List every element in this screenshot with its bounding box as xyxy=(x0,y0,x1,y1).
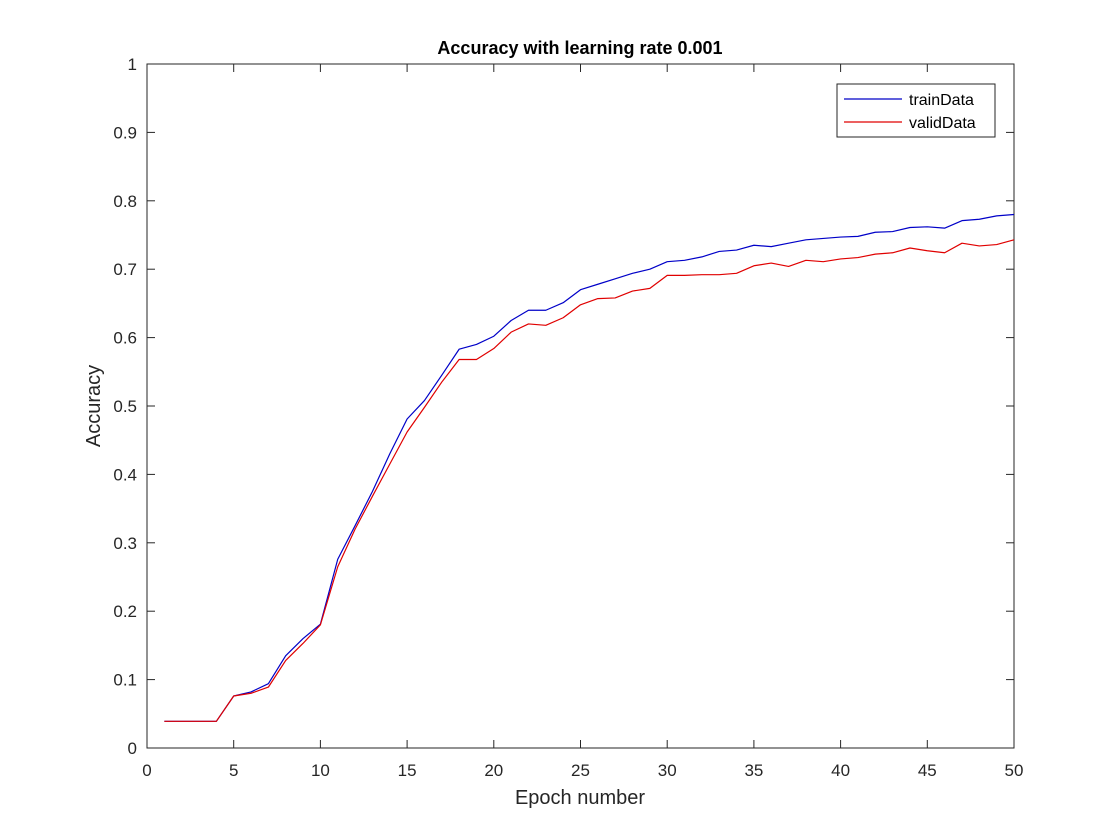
y-tick-label: 0.5 xyxy=(113,397,137,416)
y-tick-label: 0.9 xyxy=(113,123,137,142)
x-tick-label: 20 xyxy=(484,761,503,780)
series-line-train xyxy=(164,213,1015,722)
x-tick-label: 50 xyxy=(1005,761,1024,780)
legend-label-valid: validData xyxy=(909,115,976,132)
y-tick-label: 0.4 xyxy=(113,465,137,484)
legend-box xyxy=(836,83,996,138)
x-tick-label: 0 xyxy=(142,761,151,780)
y-tick-label: 0.3 xyxy=(113,534,137,553)
series-line-valid xyxy=(164,239,1015,722)
y-tick-label: 0.8 xyxy=(113,192,137,211)
x-tick-label: 30 xyxy=(658,761,677,780)
y-tick-label: 0.7 xyxy=(113,260,137,279)
y-tick-label: 0.2 xyxy=(113,602,137,621)
legend: trainData validData xyxy=(836,83,996,138)
y-tick-label: 0 xyxy=(128,739,137,758)
x-tick-label: 40 xyxy=(831,761,850,780)
y-axis-label: Accuracy xyxy=(83,365,105,447)
x-tick-label: 35 xyxy=(744,761,763,780)
x-axis-label: Epoch number xyxy=(515,787,645,809)
plot-area xyxy=(146,63,1015,749)
x-tick-label: 15 xyxy=(398,761,417,780)
y-tick-label: 1 xyxy=(128,55,137,74)
legend-label-train: trainData xyxy=(909,92,974,109)
x-tick-label: 10 xyxy=(311,761,330,780)
series-lines xyxy=(164,213,1015,722)
y-axis-ticks: 0 0.1 0.2 0.3 0.4 0.5 0.6 0.7 0.8 0.9 1 xyxy=(113,55,1014,758)
x-tick-label: 5 xyxy=(229,761,238,780)
y-tick-label: 0.1 xyxy=(113,671,137,690)
x-tick-label: 45 xyxy=(918,761,937,780)
chart-title: Accuracy with learning rate 0.001 xyxy=(437,38,722,58)
x-axis-ticks: 0 5 10 15 20 25 30 35 40 45 50 xyxy=(142,64,1023,780)
x-tick-label: 25 xyxy=(571,761,590,780)
y-tick-label: 0.6 xyxy=(113,329,137,348)
